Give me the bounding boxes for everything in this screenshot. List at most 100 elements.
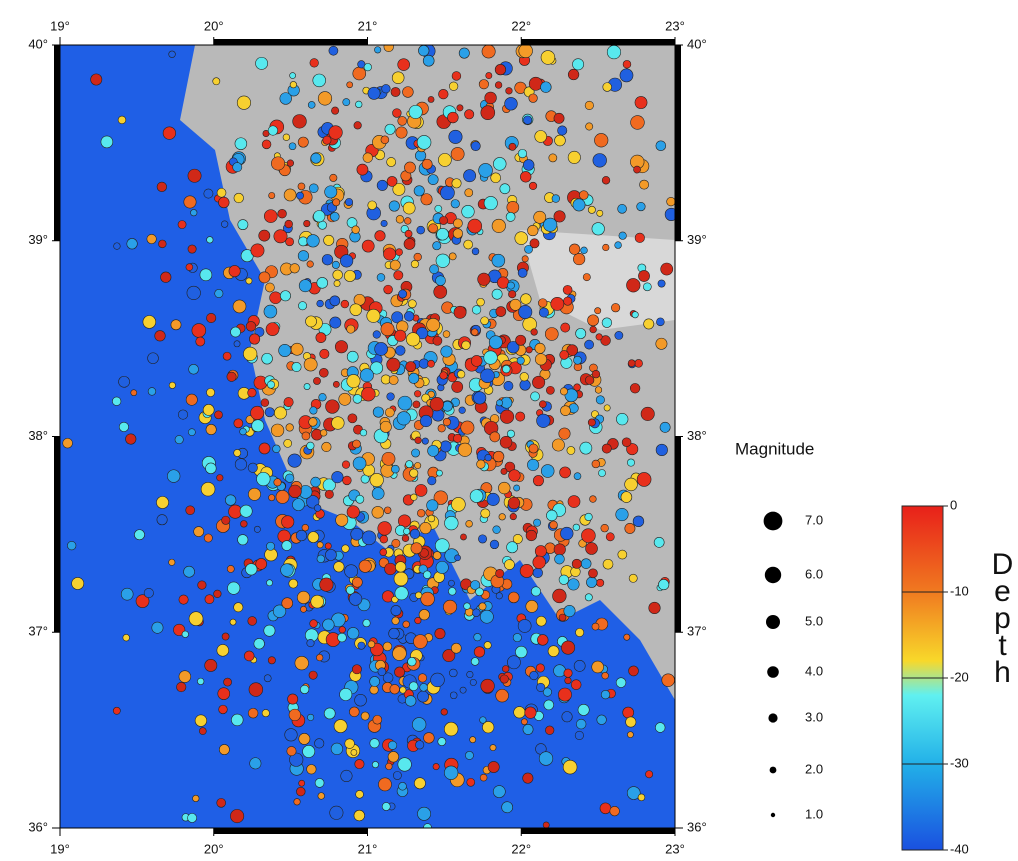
earthquake: [254, 526, 260, 532]
earthquake: [351, 749, 357, 755]
earthquake: [438, 738, 446, 746]
earthquake: [460, 687, 466, 693]
earthquake: [221, 221, 228, 228]
earthquake: [225, 495, 236, 506]
earthquake: [465, 751, 473, 759]
earthquake: [654, 537, 664, 547]
earthquake: [427, 500, 438, 511]
earthquake: [625, 523, 635, 533]
earthquake: [314, 739, 323, 748]
earthquake: [409, 373, 419, 383]
earthquake: [322, 442, 332, 452]
earthquake: [345, 739, 355, 749]
earthquake: [361, 712, 369, 720]
earthquake: [616, 413, 628, 425]
earthquake: [254, 638, 265, 649]
earthquake: [655, 723, 665, 733]
earthquake: [394, 572, 408, 586]
x-tick-label: 21°: [358, 18, 378, 33]
earthquake: [519, 44, 533, 58]
earthquake: [502, 802, 513, 813]
earthquake: [307, 764, 317, 774]
earthquake: [567, 446, 575, 454]
earthquake: [290, 264, 299, 273]
earthquake: [415, 484, 427, 496]
earthquake: [568, 579, 580, 591]
earthquake: [234, 419, 243, 428]
earthquake: [493, 786, 505, 798]
earthquake: [520, 171, 531, 182]
earthquake: [381, 323, 394, 336]
earthquake: [462, 205, 475, 218]
earthquake: [354, 810, 365, 821]
earthquake: [554, 113, 564, 123]
earthquake: [234, 449, 241, 456]
earthquake: [243, 347, 257, 361]
earthquake: [355, 694, 367, 706]
earthquake: [175, 435, 183, 443]
x-tick-label: 23°: [665, 18, 685, 33]
earthquake: [188, 813, 197, 822]
earthquake: [428, 445, 439, 456]
earthquake: [119, 422, 128, 431]
earthquake: [308, 101, 315, 108]
earthquake: [289, 485, 302, 498]
y-tick-label: 37°: [687, 624, 707, 639]
earthquake: [535, 343, 545, 353]
earthquake: [163, 127, 176, 140]
earthquake: [284, 439, 292, 447]
earthquake: [533, 568, 543, 578]
earthquake: [363, 619, 370, 626]
earthquake: [101, 136, 113, 148]
earthquake: [273, 445, 281, 453]
page: {"map": { "lon_ticks": [{"value": 19, "l…: [0, 0, 1018, 861]
earthquake: [463, 170, 475, 182]
earthquake: [495, 82, 502, 89]
earthquake: [485, 92, 497, 104]
earthquake: [352, 226, 360, 234]
legend-label: 2.0: [805, 761, 823, 776]
earthquake: [345, 565, 358, 578]
earthquake: [196, 337, 205, 346]
legend-symbol: [768, 713, 777, 722]
legend-symbol: [767, 666, 779, 678]
earthquake: [470, 679, 476, 685]
earthquake: [415, 437, 422, 444]
map-area: [60, 42, 678, 832]
earthquake: [554, 665, 566, 677]
y-tick-label: 40°: [687, 36, 707, 51]
earthquake: [204, 189, 213, 198]
earthquake: [525, 707, 536, 718]
earthquake: [623, 60, 631, 68]
earthquake: [323, 619, 335, 631]
colorbar-label: -20: [950, 669, 969, 684]
earthquake: [391, 465, 399, 473]
earthquake: [598, 469, 605, 476]
earthquake: [304, 220, 311, 227]
earthquake: [575, 628, 583, 636]
earthquake: [405, 696, 416, 707]
earthquake: [423, 571, 431, 579]
earthquake: [347, 506, 359, 518]
earthquake: [394, 667, 404, 677]
earthquake: [372, 506, 384, 518]
earthquake: [449, 669, 457, 677]
earthquake: [332, 417, 345, 430]
earthquake: [485, 454, 492, 461]
earthquake: [519, 305, 532, 318]
earthquake: [317, 542, 323, 548]
colorbar-label: -30: [950, 755, 969, 770]
earthquake: [596, 396, 604, 404]
earthquake: [484, 351, 498, 365]
earthquake: [299, 733, 310, 744]
earthquake: [234, 603, 243, 612]
earthquake: [637, 472, 651, 486]
earthquake: [535, 546, 546, 557]
earthquake: [644, 319, 654, 329]
earthquake: [230, 619, 236, 625]
earthquake: [184, 566, 195, 577]
earthquake: [338, 633, 347, 642]
earthquake: [325, 543, 331, 549]
earthquake: [287, 160, 294, 167]
earthquake: [604, 405, 610, 411]
